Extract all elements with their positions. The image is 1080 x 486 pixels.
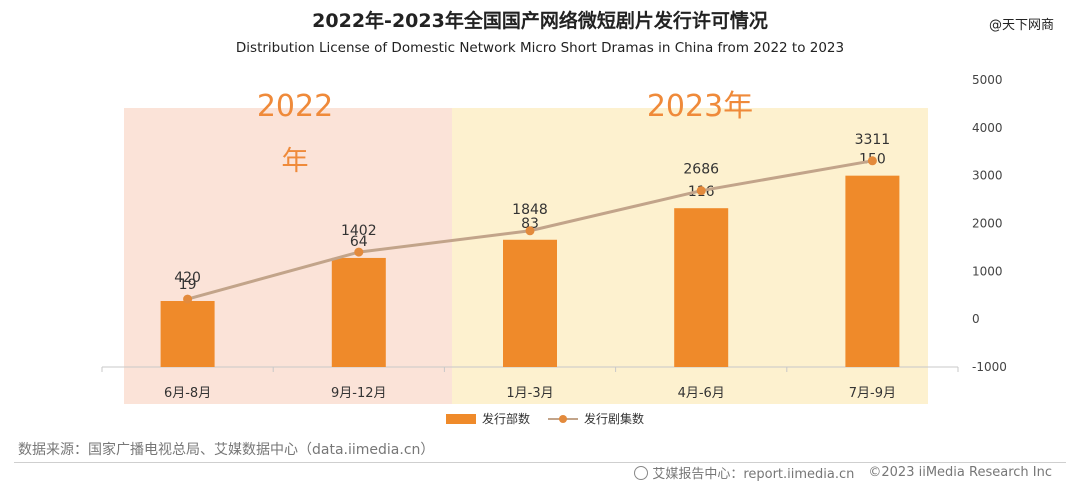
footer-report: 艾媒报告中心：report.iimedia.cn: [634, 463, 854, 482]
watermark: @天下网商: [988, 18, 1054, 33]
chart-subtitle: Distribution License of Domestic Network…: [235, 40, 845, 56]
period-label-2022: 2022: [257, 89, 333, 124]
legend-item-line: 发行剧集数: [548, 410, 644, 427]
legend: 发行部数 发行剧集数: [446, 410, 644, 427]
footer-divider: [14, 462, 1066, 463]
y-tick-label: 1000: [972, 264, 1003, 278]
x-tick-label: 1月-3月: [506, 386, 553, 401]
line-point: [354, 247, 364, 257]
bar-data-label: 64: [350, 234, 368, 250]
legend-bar-swatch: [446, 413, 476, 424]
legend-line-swatch: [548, 414, 579, 424]
chart-title: 2022年-2023年全国国产网络微短剧片发行许可情况: [312, 10, 768, 32]
bar-data-label: 19: [179, 277, 197, 293]
period-label-2023: 2023年: [647, 89, 753, 124]
footer-copyright: ©2023 iiMedia Research Inc: [868, 465, 1052, 480]
bar: [160, 300, 215, 367]
y-tick-label: 4000: [972, 121, 1003, 135]
line-point: [525, 226, 535, 236]
y-tick-label: -1000: [972, 360, 1007, 374]
line-point: [867, 156, 877, 166]
legend-line-label: 发行剧集数: [584, 412, 645, 426]
legend-bar-label: 发行部数: [482, 412, 531, 426]
line-data-label: 1848: [512, 202, 548, 218]
line-point: [696, 186, 706, 196]
y-tick-label: 2000: [972, 217, 1003, 231]
line-data-label: 2686: [683, 162, 719, 178]
bar: [674, 208, 729, 367]
x-tick-label: 7月-9月: [849, 386, 896, 401]
line-data-label: 1402: [341, 223, 377, 239]
line-point: [183, 294, 193, 304]
x-tick-label: 4月-6月: [678, 386, 725, 401]
bar-data-label: 83: [521, 216, 539, 232]
globe-icon: [634, 466, 649, 480]
x-tick-label: 9月-12月: [331, 386, 387, 401]
bar: [845, 175, 900, 367]
bar: [331, 257, 386, 367]
legend-item-bar: 发行部数: [446, 410, 530, 427]
y-tick-label: 3000: [972, 169, 1003, 183]
y-tick-label: 5000: [972, 73, 1003, 87]
footer: 艾媒报告中心：report.iimedia.cn ©2023 iiMedia R…: [634, 463, 1052, 482]
line-data-label: 3311: [855, 132, 891, 148]
data-source: 数据来源：国家广播电视总局、艾媒数据中心（data.iimedia.cn）: [18, 442, 435, 458]
x-tick-label: 6月-8月: [164, 386, 211, 401]
footer-report-text: 艾媒报告中心：report.iimedia.cn: [652, 467, 855, 482]
line-data-label: 420: [174, 270, 201, 286]
bar: [503, 239, 557, 367]
y-tick-label: 0: [972, 312, 980, 326]
period-label-2022-year: 年: [282, 146, 309, 177]
